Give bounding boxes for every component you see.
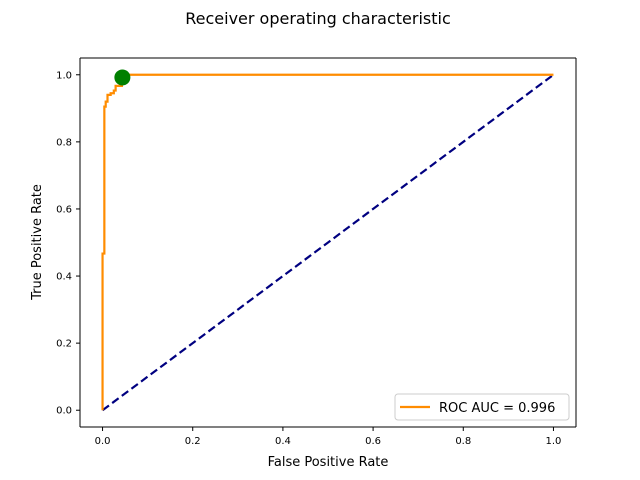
y-axis-ticks: 0.0 0.2 0.4 0.6 0.8 1.0 <box>56 70 80 417</box>
y-tick-label: 0.0 <box>56 406 72 417</box>
y-axis-label: True Positive Rate <box>30 184 45 301</box>
axis-frame <box>79 57 577 428</box>
x-tick-label: 0.4 <box>275 436 291 447</box>
y-tick-label: 1.0 <box>56 70 72 81</box>
y-tick-label: 0.6 <box>56 204 72 215</box>
x-tick-label: 0.6 <box>365 436 381 447</box>
roc-curve-line <box>101 73 554 411</box>
diagonal-reference-line <box>101 73 555 412</box>
optimal-threshold-marker <box>114 69 131 86</box>
x-tick-label: 0.2 <box>185 436 201 447</box>
legend-label-roc: ROC AUC = 0.996 <box>439 401 555 416</box>
x-tick-label: 0.0 <box>95 436 111 447</box>
y-tick-label: 0.8 <box>56 137 72 148</box>
plot-area: 0.0 0.2 0.4 0.6 0.8 1.0 0.0 0.2 0.4 0.6 0.8 1.0 <box>56 57 577 447</box>
y-tick-label: 0.4 <box>56 272 72 283</box>
legend: ROC AUC = 0.996 <box>394 393 570 421</box>
legend-box <box>394 393 570 421</box>
chart-title: Receiver operating characteristic <box>185 9 451 28</box>
series-layer <box>101 69 555 412</box>
y-tick-label: 0.2 <box>56 339 72 350</box>
x-axis-ticks: 0.0 0.2 0.4 0.6 0.8 1.0 <box>95 427 562 447</box>
x-axis-label: False Positive Rate <box>268 455 389 470</box>
x-tick-label: 1.0 <box>546 436 562 447</box>
x-tick-label: 0.8 <box>455 436 471 447</box>
